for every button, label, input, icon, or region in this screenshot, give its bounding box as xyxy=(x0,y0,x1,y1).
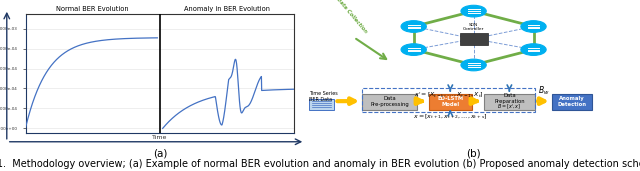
Text: Fig. 1.  Methodology overview; (a) Example of normal BER evolution and anomaly i: Fig. 1. Methodology overview; (a) Exampl… xyxy=(0,159,640,169)
Text: Normal BER Evolution: Normal BER Evolution xyxy=(56,6,129,12)
FancyBboxPatch shape xyxy=(460,33,488,45)
Circle shape xyxy=(461,59,486,71)
Circle shape xyxy=(521,21,546,32)
Circle shape xyxy=(521,44,546,55)
Text: Time Series
BER Data: Time Series BER Data xyxy=(309,91,338,102)
Text: $B_w$: $B_w$ xyxy=(538,84,550,97)
Text: (a): (a) xyxy=(153,149,167,159)
Circle shape xyxy=(401,44,426,55)
Text: Data Collection: Data Collection xyxy=(335,0,368,34)
Text: (b): (b) xyxy=(467,149,481,159)
Circle shape xyxy=(401,21,426,32)
FancyBboxPatch shape xyxy=(309,99,334,110)
Text: Anomaly in BER Evolution: Anomaly in BER Evolution xyxy=(184,6,270,12)
FancyBboxPatch shape xyxy=(484,94,535,110)
Text: Data
Pre-processing: Data Pre-processing xyxy=(370,96,409,107)
Text: Anomaly
Detection: Anomaly Detection xyxy=(557,96,586,107)
Text: SDN
Controller: SDN Controller xyxy=(463,23,484,31)
Text: $B=[x',x]$: $B=[x',x]$ xyxy=(497,102,522,110)
Text: ED-LSTM
Model: ED-LSTM Model xyxy=(437,96,463,107)
Circle shape xyxy=(461,5,486,17)
Text: $x' = [X_{t-k}, \ldots, X_{t-1}, X_t]$: $x' = [X_{t-k}, \ldots, X_{t-1}, X_t]$ xyxy=(413,90,484,100)
Text: $x = [x_{t+1}, x_{t+2}, \ldots, x_{t+s}]$: $x = [x_{t+1}, x_{t+2}, \ldots, x_{t+s}]… xyxy=(413,112,488,121)
X-axis label: Time: Time xyxy=(152,135,168,140)
FancyBboxPatch shape xyxy=(552,94,592,110)
FancyBboxPatch shape xyxy=(362,94,417,110)
Text: Data
Preparation: Data Preparation xyxy=(494,93,525,104)
FancyBboxPatch shape xyxy=(429,94,472,110)
